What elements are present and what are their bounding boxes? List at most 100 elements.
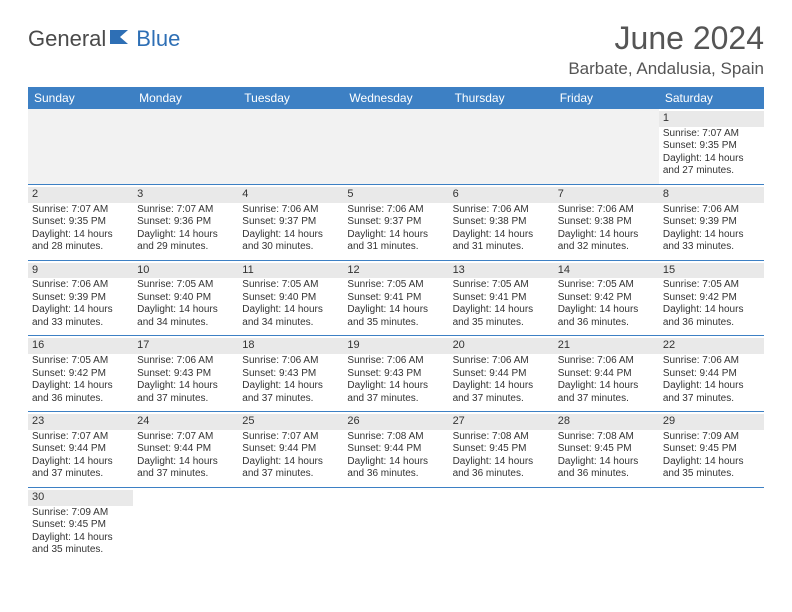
calendar-cell: 12Sunrise: 7:05 AMSunset: 9:41 PMDayligh… [343, 260, 448, 336]
sunset-text: Sunset: 9:36 PM [137, 216, 234, 229]
calendar-week-row: 16Sunrise: 7:05 AMSunset: 9:42 PMDayligh… [28, 336, 764, 412]
sunrise-text: Sunrise: 7:09 AM [32, 507, 129, 520]
sunset-text: Sunset: 9:45 PM [32, 519, 129, 532]
daylight-text: Daylight: 14 hours [453, 229, 550, 242]
sunrise-text: Sunrise: 7:06 AM [558, 204, 655, 217]
daylight-text: and 28 minutes. [32, 241, 129, 254]
sunrise-text: Sunrise: 7:06 AM [558, 355, 655, 368]
day-number: 19 [343, 338, 448, 354]
calendar-cell: 11Sunrise: 7:05 AMSunset: 9:40 PMDayligh… [238, 260, 343, 336]
sunset-text: Sunset: 9:44 PM [663, 368, 760, 381]
daylight-text: Daylight: 14 hours [242, 456, 339, 469]
calendar-table: Sunday Monday Tuesday Wednesday Thursday… [28, 87, 764, 563]
day-number: 27 [449, 414, 554, 430]
sunrise-text: Sunrise: 7:07 AM [242, 431, 339, 444]
calendar-cell: 6Sunrise: 7:06 AMSunset: 9:38 PMDaylight… [449, 184, 554, 260]
logo: General Blue [28, 26, 180, 52]
day-number: 28 [554, 414, 659, 430]
day-number: 15 [659, 263, 764, 279]
daylight-text: Daylight: 14 hours [347, 229, 444, 242]
calendar-week-row: 2Sunrise: 7:07 AMSunset: 9:35 PMDaylight… [28, 184, 764, 260]
sunrise-text: Sunrise: 7:06 AM [663, 204, 760, 217]
calendar-cell: 14Sunrise: 7:05 AMSunset: 9:42 PMDayligh… [554, 260, 659, 336]
sunset-text: Sunset: 9:44 PM [347, 443, 444, 456]
sunrise-text: Sunrise: 7:06 AM [32, 279, 129, 292]
calendar-week-row: 23Sunrise: 7:07 AMSunset: 9:44 PMDayligh… [28, 412, 764, 488]
calendar-cell [238, 487, 343, 562]
day-header: Tuesday [238, 87, 343, 109]
calendar-cell: 18Sunrise: 7:06 AMSunset: 9:43 PMDayligh… [238, 336, 343, 412]
sunrise-text: Sunrise: 7:07 AM [137, 431, 234, 444]
daylight-text: Daylight: 14 hours [663, 380, 760, 393]
daylight-text: Daylight: 14 hours [663, 456, 760, 469]
day-number: 3 [133, 187, 238, 203]
sunrise-text: Sunrise: 7:07 AM [137, 204, 234, 217]
daylight-text: and 36 minutes. [32, 393, 129, 406]
sunrise-text: Sunrise: 7:06 AM [453, 204, 550, 217]
day-header: Thursday [449, 87, 554, 109]
sunrise-text: Sunrise: 7:08 AM [558, 431, 655, 444]
calendar-cell [343, 487, 448, 562]
daylight-text: Daylight: 14 hours [137, 380, 234, 393]
header: General Blue June 2024 Barbate, Andalusi… [28, 20, 764, 79]
calendar-cell [28, 109, 133, 184]
sunset-text: Sunset: 9:39 PM [32, 292, 129, 305]
sunset-text: Sunset: 9:35 PM [32, 216, 129, 229]
day-header-row: Sunday Monday Tuesday Wednesday Thursday… [28, 87, 764, 109]
daylight-text: and 36 minutes. [347, 468, 444, 481]
day-number: 4 [238, 187, 343, 203]
sunset-text: Sunset: 9:41 PM [347, 292, 444, 305]
sunrise-text: Sunrise: 7:05 AM [242, 279, 339, 292]
sunrise-text: Sunrise: 7:06 AM [663, 355, 760, 368]
calendar-cell: 22Sunrise: 7:06 AMSunset: 9:44 PMDayligh… [659, 336, 764, 412]
day-number: 14 [554, 263, 659, 279]
day-number: 26 [343, 414, 448, 430]
day-number: 29 [659, 414, 764, 430]
sunrise-text: Sunrise: 7:05 AM [347, 279, 444, 292]
calendar-cell: 19Sunrise: 7:06 AMSunset: 9:43 PMDayligh… [343, 336, 448, 412]
sunset-text: Sunset: 9:38 PM [558, 216, 655, 229]
daylight-text: Daylight: 14 hours [347, 304, 444, 317]
daylight-text: Daylight: 14 hours [558, 456, 655, 469]
day-number: 25 [238, 414, 343, 430]
daylight-text: and 37 minutes. [32, 468, 129, 481]
calendar-cell: 7Sunrise: 7:06 AMSunset: 9:38 PMDaylight… [554, 184, 659, 260]
day-number: 22 [659, 338, 764, 354]
daylight-text: Daylight: 14 hours [663, 229, 760, 242]
calendar-cell: 10Sunrise: 7:05 AMSunset: 9:40 PMDayligh… [133, 260, 238, 336]
calendar-cell: 8Sunrise: 7:06 AMSunset: 9:39 PMDaylight… [659, 184, 764, 260]
sunrise-text: Sunrise: 7:08 AM [453, 431, 550, 444]
sunrise-text: Sunrise: 7:06 AM [242, 204, 339, 217]
sunset-text: Sunset: 9:44 PM [453, 368, 550, 381]
calendar-cell: 13Sunrise: 7:05 AMSunset: 9:41 PMDayligh… [449, 260, 554, 336]
daylight-text: and 37 minutes. [663, 393, 760, 406]
title-block: June 2024 Barbate, Andalusia, Spain [568, 20, 764, 79]
sunset-text: Sunset: 9:44 PM [558, 368, 655, 381]
day-number: 7 [554, 187, 659, 203]
sunrise-text: Sunrise: 7:06 AM [242, 355, 339, 368]
daylight-text: and 37 minutes. [137, 393, 234, 406]
daylight-text: Daylight: 14 hours [32, 532, 129, 545]
daylight-text: Daylight: 14 hours [347, 456, 444, 469]
daylight-text: Daylight: 14 hours [453, 304, 550, 317]
sunrise-text: Sunrise: 7:06 AM [347, 204, 444, 217]
daylight-text: and 34 minutes. [137, 317, 234, 330]
sunrise-text: Sunrise: 7:05 AM [663, 279, 760, 292]
day-number: 21 [554, 338, 659, 354]
calendar-week-row: 1Sunrise: 7:07 AMSunset: 9:35 PMDaylight… [28, 109, 764, 184]
daylight-text: Daylight: 14 hours [137, 304, 234, 317]
daylight-text: Daylight: 14 hours [558, 380, 655, 393]
day-number: 24 [133, 414, 238, 430]
calendar-cell [449, 487, 554, 562]
calendar-cell: 9Sunrise: 7:06 AMSunset: 9:39 PMDaylight… [28, 260, 133, 336]
sunrise-text: Sunrise: 7:06 AM [137, 355, 234, 368]
daylight-text: Daylight: 14 hours [32, 304, 129, 317]
sunset-text: Sunset: 9:37 PM [242, 216, 339, 229]
calendar-cell: 5Sunrise: 7:06 AMSunset: 9:37 PMDaylight… [343, 184, 448, 260]
daylight-text: Daylight: 14 hours [242, 304, 339, 317]
sunset-text: Sunset: 9:42 PM [663, 292, 760, 305]
day-number: 6 [449, 187, 554, 203]
daylight-text: and 31 minutes. [453, 241, 550, 254]
calendar-cell: 16Sunrise: 7:05 AMSunset: 9:42 PMDayligh… [28, 336, 133, 412]
calendar-cell: 20Sunrise: 7:06 AMSunset: 9:44 PMDayligh… [449, 336, 554, 412]
